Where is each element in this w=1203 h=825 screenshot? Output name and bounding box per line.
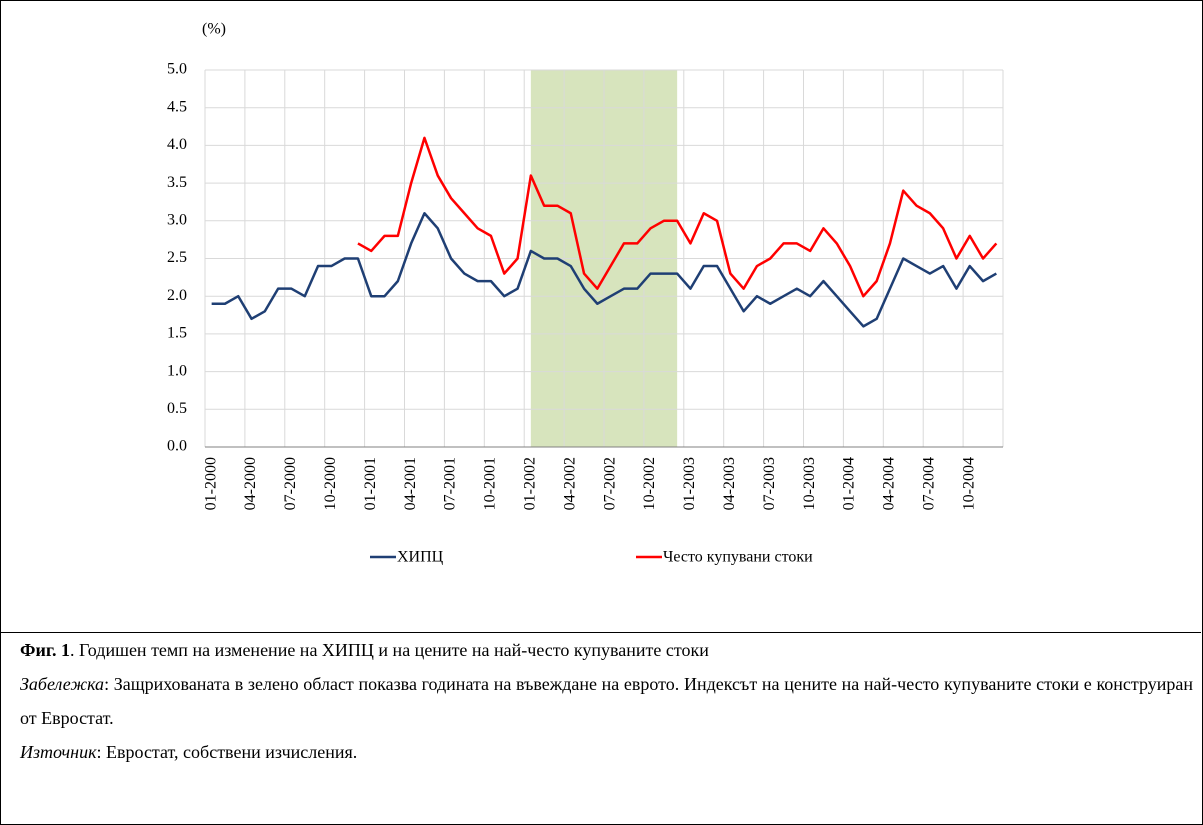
- legend-label: Често купувани стоки: [663, 549, 813, 566]
- source: Източник: Евростат, собствени изчисления…: [0, 735, 1201, 769]
- chart: (%) 0.0 0.5 1.0 1.5 2.0 2.5 3.0 3.5 4.0 4.5 5.0 01-…: [167, 21, 1004, 566]
- x-tick-label: 04-2002: [561, 457, 578, 510]
- x-tick-label: 10-2002: [641, 457, 658, 510]
- x-tick-label: 07-2001: [442, 457, 459, 510]
- y-tick-label: 4.5: [167, 98, 187, 115]
- x-tick-label: 07-2004: [921, 457, 938, 510]
- x-tick-label: 10-2001: [482, 457, 499, 510]
- y-tick-label: 0.0: [167, 438, 187, 455]
- x-tick-label: 07-2003: [761, 457, 778, 510]
- x-tick-label: 10-2003: [801, 457, 818, 510]
- x-tick-label: 01-2003: [681, 457, 698, 510]
- y-tick-label: 2.0: [167, 287, 187, 304]
- figure-label: Фиг. 1: [20, 640, 70, 660]
- x-tick-label: 04-2004: [881, 457, 898, 510]
- source-text: : Евростат, собствени изчисления.: [96, 742, 358, 762]
- y-unit-label: (%): [202, 21, 226, 38]
- y-tick-label: 2.5: [167, 249, 187, 266]
- x-tick-label: 04-2000: [242, 457, 259, 510]
- source-label: Източник: [20, 742, 97, 762]
- x-tick-label: 04-2003: [721, 457, 738, 510]
- x-tick-label: 10-2000: [322, 457, 339, 510]
- x-tick-label: 01-2002: [522, 457, 539, 510]
- x-tick-label: 04-2001: [402, 457, 419, 510]
- series-line: [211, 212, 997, 328]
- y-tick-label: 4.0: [167, 136, 187, 153]
- x-tick-label: 01-2004: [841, 457, 858, 510]
- y-tick-label: 3.5: [167, 174, 187, 191]
- note-text: : Защрихованата в зелено област показва …: [20, 674, 1193, 728]
- caption-title-line: Фиг. 1. Годишен темп на изменение на ХИП…: [0, 633, 1201, 667]
- note-label: Забележка: [20, 674, 105, 694]
- y-tick-label: 0.5: [167, 400, 187, 417]
- y-tick-label: 1.0: [167, 362, 187, 379]
- caption: Фиг. 1. Годишен темп на изменение на ХИП…: [0, 632, 1201, 769]
- y-tick-label: 3.0: [167, 211, 187, 228]
- x-tick-label: 07-2000: [282, 457, 299, 510]
- y-tick-label: 5.0: [167, 61, 187, 78]
- x-tick-label: 01-2000: [202, 457, 219, 510]
- y-tick-label: 1.5: [167, 325, 187, 342]
- x-tick-label: 01-2001: [362, 457, 379, 510]
- figure-title: . Годишен темп на изменение на ХИПЦ и на…: [69, 640, 709, 660]
- series-line: [357, 136, 998, 298]
- note: Забележка: Защрихованата в зелено област…: [0, 667, 1201, 735]
- legend-label: ХИПЦ: [397, 549, 444, 566]
- x-tick-label: 07-2002: [601, 457, 618, 510]
- x-tick-label: 10-2004: [960, 457, 977, 510]
